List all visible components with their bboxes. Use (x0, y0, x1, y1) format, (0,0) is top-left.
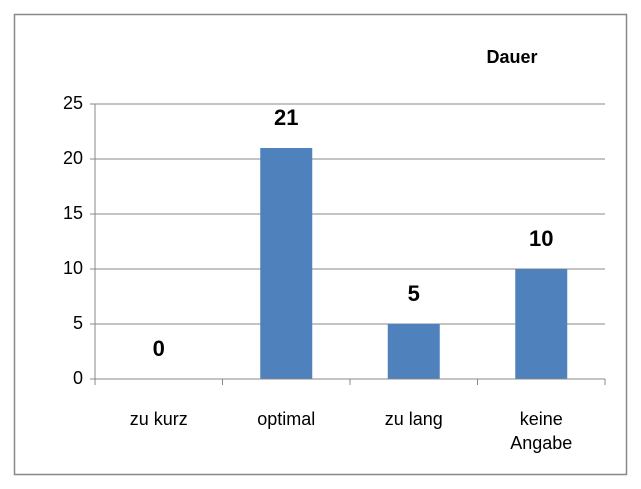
y-tick-label: 25 (63, 93, 83, 113)
data-label: 0 (153, 336, 165, 361)
bar (515, 269, 568, 379)
y-tick-label: 5 (73, 313, 83, 333)
bar (387, 324, 440, 379)
y-tick-label: 20 (63, 148, 83, 168)
chart-title: Dauer (486, 47, 537, 67)
x-tick-label: zu kurz (129, 409, 188, 429)
y-tick-label: 15 (63, 203, 83, 223)
x-tick-label: zu lang (384, 409, 443, 429)
data-label: 5 (408, 281, 420, 306)
chart-border (13, 13, 628, 476)
bar (260, 148, 313, 379)
x-tick-label: optimal (257, 409, 316, 429)
y-tick-label: 0 (73, 368, 83, 388)
data-label: 10 (529, 226, 553, 251)
x-tick-label: keine Angabe (510, 409, 573, 453)
data-label: 21 (274, 105, 298, 130)
y-tick-label: 10 (63, 258, 83, 278)
